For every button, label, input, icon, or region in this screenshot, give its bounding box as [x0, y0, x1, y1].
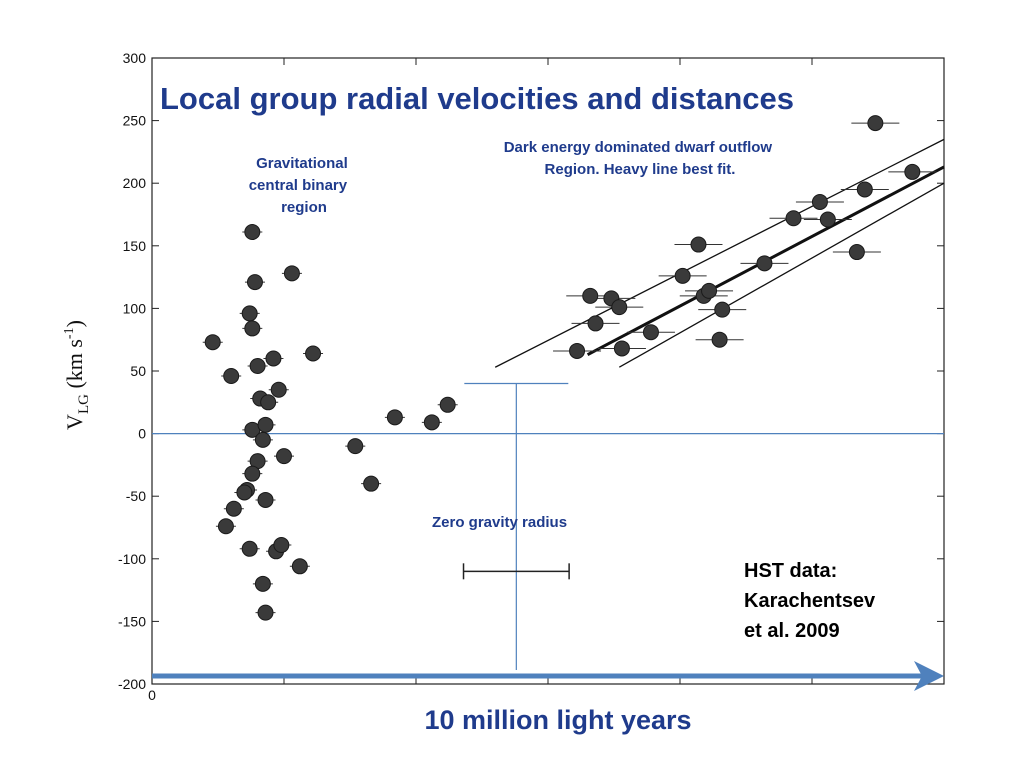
outflow-region-line-2: Region. Heavy line best fit. — [545, 161, 736, 178]
data-point — [244, 465, 261, 482]
binary-region-line-1: Gravitational — [256, 155, 348, 172]
zero-gravity-label: Zero gravity radius — [432, 514, 567, 531]
reference-lines — [152, 382, 944, 670]
hst-data-label: HST data: Karachentsev et al. 2009 — [744, 560, 881, 642]
data-point — [423, 414, 440, 431]
data-point — [270, 381, 287, 398]
y-label-close: ) — [62, 320, 87, 327]
data-point — [569, 342, 586, 359]
data-point — [257, 491, 274, 508]
data-point — [756, 255, 773, 272]
data-point — [848, 244, 865, 261]
data-point — [613, 340, 630, 357]
data-point — [241, 540, 258, 557]
data-point — [257, 416, 274, 433]
data-point — [305, 345, 322, 362]
data-point — [785, 210, 802, 227]
hst-data-line-2: Karachentsev — [744, 590, 876, 612]
y-tick-label: 0 — [138, 426, 146, 442]
data-point — [811, 193, 828, 210]
data-point — [204, 334, 221, 351]
y-label-sup: -1 — [62, 327, 77, 339]
distance-arrow — [152, 661, 944, 691]
y-tick-label: 250 — [123, 113, 147, 129]
data-point — [244, 224, 261, 241]
y-tick-label: 100 — [123, 300, 147, 316]
data-point — [276, 448, 292, 465]
x-tick-label: 0 — [148, 687, 156, 703]
data-point — [386, 409, 403, 426]
data-point — [714, 301, 731, 318]
data-point — [257, 604, 274, 621]
y-tick-label: 50 — [130, 363, 146, 379]
y-tick-label: -50 — [126, 488, 146, 504]
fit-bound-line — [618, 182, 945, 368]
y-label-unit: (km s — [62, 339, 87, 394]
fit-bound-line — [494, 138, 945, 368]
data-point — [265, 350, 282, 367]
y-tick-label: -150 — [118, 613, 146, 629]
data-point — [223, 368, 240, 385]
y-tick-label: 200 — [123, 175, 147, 191]
y-tick-label: 150 — [123, 238, 147, 254]
binary-region-line-2: central binary — [249, 177, 348, 194]
hst-data-line-1: HST data: — [744, 560, 837, 582]
data-point — [819, 211, 836, 228]
error-bars — [202, 122, 937, 614]
y-axis-label: VLG (km s-1) — [62, 320, 92, 430]
x-axis-label: 10 million light years — [424, 705, 691, 735]
data-point — [582, 287, 599, 304]
data-point — [225, 500, 242, 517]
data-point — [260, 394, 277, 411]
data-point — [254, 575, 271, 592]
data-point — [674, 267, 691, 284]
data-point — [611, 299, 628, 316]
data-point — [241, 305, 258, 322]
data-point — [246, 274, 263, 291]
y-label-base: V — [62, 414, 87, 430]
data-points — [204, 115, 921, 621]
outflow-region-label: Dark energy dominated dwarf outflow Regi… — [504, 139, 777, 178]
hst-data-line-3: et al. 2009 — [744, 620, 840, 642]
data-point — [587, 315, 604, 332]
data-point — [690, 236, 707, 253]
outflow-region-line-1: Dark energy dominated dwarf outflow — [504, 139, 773, 156]
y-tick-label: -100 — [118, 551, 146, 567]
data-point — [701, 282, 718, 299]
data-point — [217, 518, 234, 535]
y-tick-label: 300 — [123, 50, 147, 66]
data-point — [867, 115, 884, 132]
data-point — [244, 320, 261, 337]
data-point — [904, 163, 921, 180]
data-point — [273, 537, 290, 554]
binary-region-line-3: region — [281, 199, 327, 216]
data-point — [249, 357, 266, 374]
data-point — [711, 331, 728, 348]
data-point — [439, 396, 456, 413]
y-tick-label: -200 — [118, 676, 146, 692]
data-point — [254, 431, 271, 448]
data-point — [291, 558, 308, 575]
chart-title: Local group radial velocities and distan… — [160, 81, 794, 116]
data-point — [283, 265, 300, 282]
data-point — [642, 324, 659, 341]
y-label-sub: LG — [76, 394, 92, 414]
binary-region-label: Gravitational central binary region — [249, 155, 352, 216]
data-point — [856, 181, 873, 198]
data-point — [236, 484, 253, 501]
data-point — [363, 475, 380, 492]
data-point — [347, 438, 364, 455]
